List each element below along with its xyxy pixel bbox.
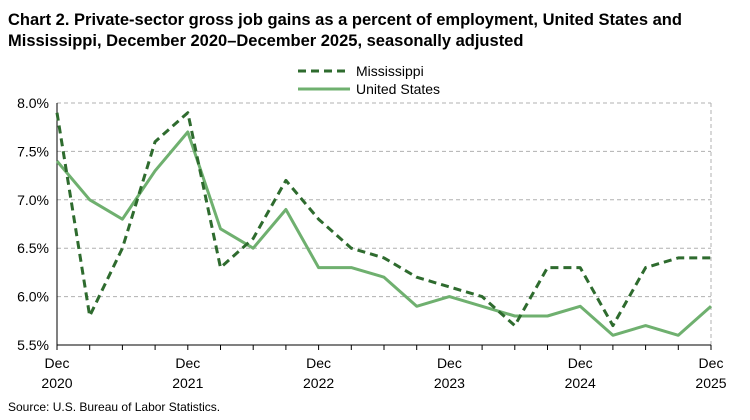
x-tick-label-month: Dec [699, 355, 724, 371]
y-tick-label: 6.5% [17, 240, 49, 256]
y-tick-label: 7.5% [17, 143, 49, 159]
y-tick-label: 5.5% [17, 337, 49, 353]
x-tick-label-year: 2022 [303, 375, 334, 391]
x-tick-label-month: Dec [437, 355, 462, 371]
x-tick-label-year: 2020 [41, 375, 72, 391]
x-tick-label-month: Dec [175, 355, 200, 371]
source-note: Source: U.S. Bureau of Labor Statistics. [8, 400, 221, 414]
x-tick-label-month: Dec [306, 355, 331, 371]
x-tick-label-month: Dec [568, 355, 593, 371]
y-tick-label: 6.0% [17, 289, 49, 305]
y-tick-label: 7.0% [17, 192, 49, 208]
x-tick-label-month: Dec [45, 355, 70, 371]
legend-mississippi-label: Mississippi [356, 63, 424, 79]
x-tick-label-year: 2021 [172, 375, 203, 391]
chart-title: Chart 2. Private-sector gross job gains … [8, 11, 682, 50]
united-states-series-line [55, 130, 712, 337]
x-tick-label-year: 2025 [695, 375, 726, 391]
x-tick-label-year: 2024 [565, 375, 596, 391]
x-tick-label-year: 2023 [434, 375, 465, 391]
legend-united-states-label: United States [356, 81, 440, 97]
y-tick-label: 8.0% [17, 95, 49, 111]
mississippi-series-line [55, 111, 711, 328]
